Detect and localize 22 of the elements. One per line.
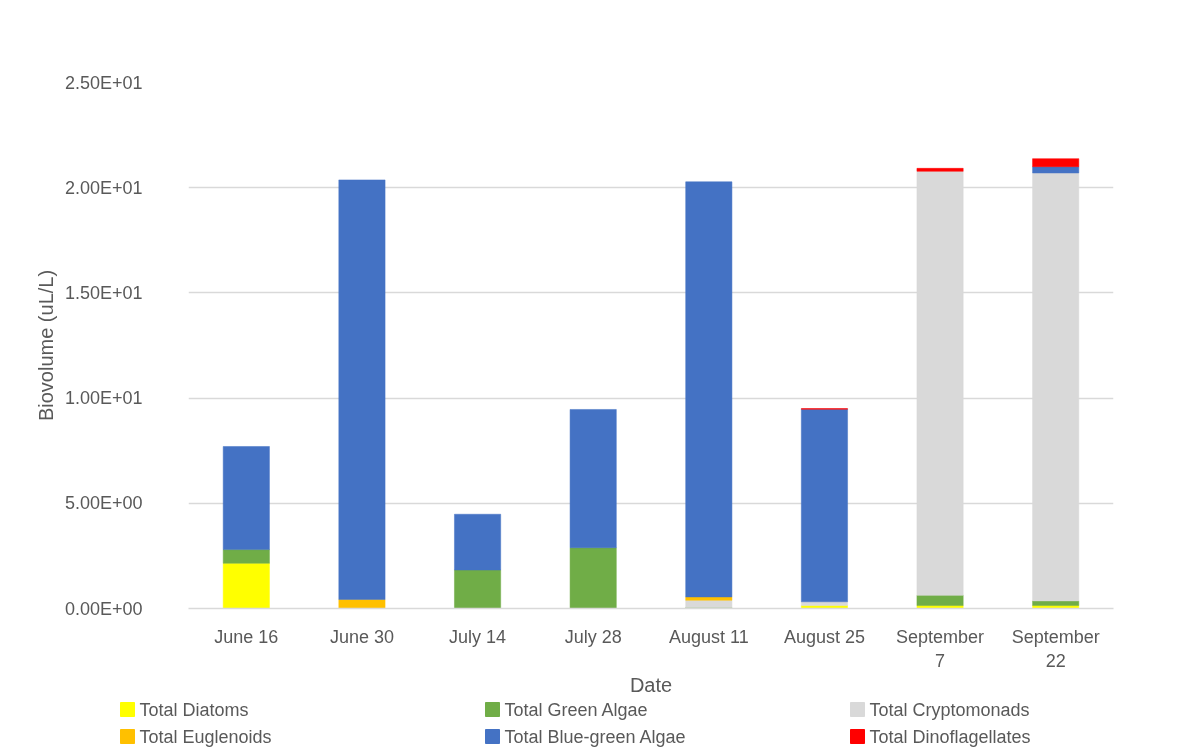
x-tick-label: July 28: [564, 626, 622, 647]
y-tick-label: 0.00E+00: [64, 598, 143, 619]
legend-label: Total Cryptomonads: [869, 699, 1030, 720]
legend-label: Total Green Algae: [504, 699, 648, 720]
x-tick-label: July 14: [449, 626, 507, 647]
x-tick-label: September 22: [1011, 626, 1100, 671]
x-tick-label: August 11: [668, 626, 749, 647]
y-tick-label: 2.50E+01: [64, 72, 143, 93]
legend-label: Total Dinoflagellates: [869, 726, 1031, 747]
y-axis-title: Biovolume (uL/L): [34, 269, 57, 422]
legend-label: Total Euglenoids: [139, 726, 272, 747]
x-axis-title: Date: [629, 673, 673, 696]
x-tick-label: September 7: [896, 626, 985, 671]
legend-label: Total Blue-green Algae: [504, 726, 686, 747]
y-tick-label: 2.00E+01: [64, 177, 143, 198]
y-tick-label: 1.00E+01: [64, 388, 143, 409]
x-tick-label: June 16: [214, 626, 279, 647]
y-tick-label: 1.50E+01: [64, 282, 143, 303]
y-tick-label: 5.00E+00: [64, 493, 143, 514]
x-tick-label: June 30: [329, 626, 394, 647]
x-tick-label: August 25: [783, 626, 865, 647]
legend-label: Total Diatoms: [139, 699, 249, 720]
